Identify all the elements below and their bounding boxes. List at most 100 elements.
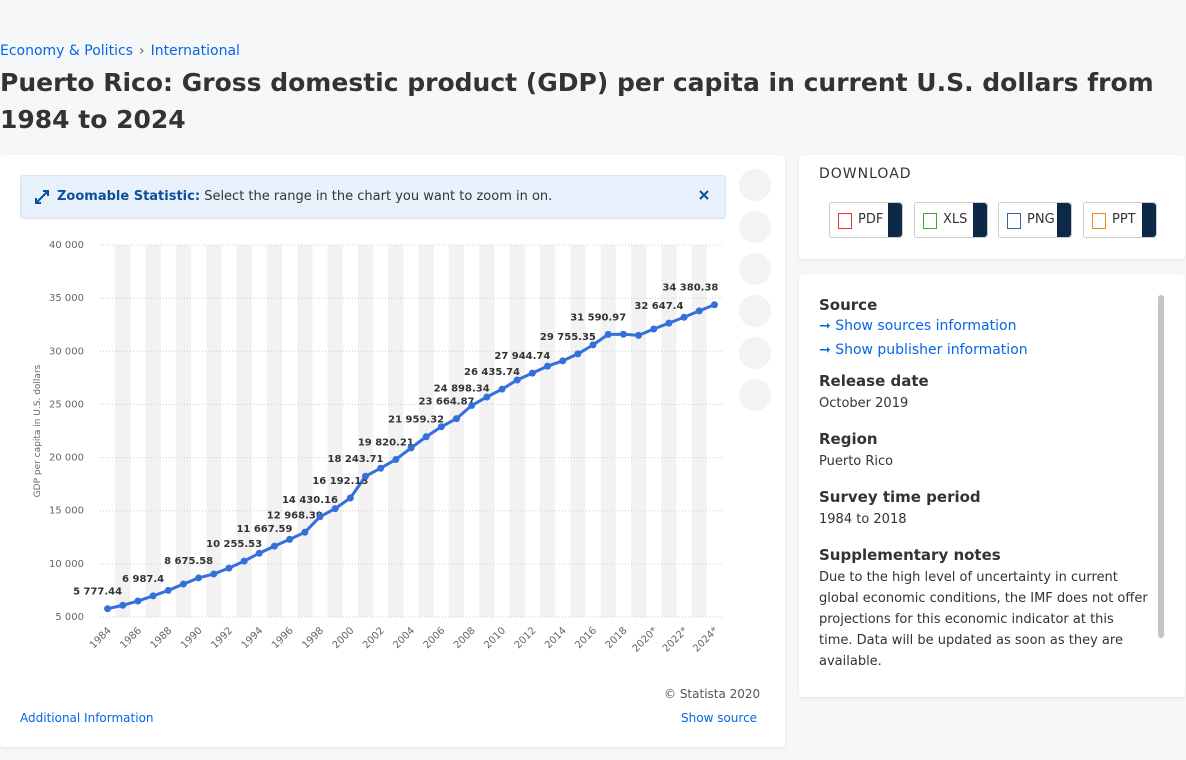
column-band [418, 245, 434, 617]
y-tick-label: 40 000 [49, 240, 84, 251]
point [604, 330, 612, 338]
details-text: Due to the high level of uncertainty in … [819, 570, 1148, 669]
column-band [448, 245, 465, 617]
point [149, 592, 157, 600]
column-band [115, 245, 131, 617]
publisher-link[interactable]: ➞ Show publisher information [819, 342, 1028, 358]
png-button[interactable]: PNG [998, 202, 1072, 238]
x-tick-label: 2002 [361, 625, 387, 651]
print-button[interactable] [739, 379, 771, 411]
column-band [570, 245, 586, 617]
column-band [266, 245, 283, 617]
share-button[interactable] [739, 295, 771, 327]
column-band [236, 245, 252, 617]
point [119, 601, 127, 609]
x-tick-label: 2022* [661, 625, 690, 654]
settings-button[interactable] [739, 253, 771, 285]
point [483, 393, 491, 401]
point [589, 341, 597, 349]
value-label: 6 987.4 [122, 574, 164, 585]
x-tick-label: 1988 [149, 625, 175, 651]
point [437, 423, 445, 431]
x-tick-label: 2004 [391, 625, 417, 651]
breadcrumb-link[interactable]: Economy & Politics [0, 43, 133, 59]
column-band [327, 245, 343, 617]
page-title: Puerto Rico: Gross domestic product (GDP… [0, 68, 1154, 134]
value-label: 5 777.44 [73, 587, 122, 598]
value-label: 8 675.58 [164, 556, 213, 567]
ppt-button[interactable]: PPT [1083, 202, 1157, 238]
point [635, 331, 643, 339]
value-label: 18 243.71 [327, 454, 383, 465]
details-text: October 2019 [819, 396, 909, 411]
point [104, 605, 112, 613]
details-heading: Region [819, 430, 878, 448]
column-band [175, 245, 192, 617]
details-text: 1984 to 2018 [819, 512, 907, 527]
details: Source ➞ Show sources information ➞ Show… [819, 296, 1149, 688]
point [559, 357, 567, 365]
pdf-button[interactable]: PDF [829, 202, 903, 238]
copyright: © Statista 2020 [664, 687, 761, 701]
x-tick-label: 2014 [543, 625, 569, 651]
button-label: PNG [1027, 212, 1055, 227]
source-link[interactable]: ➞ Show sources information [819, 318, 1017, 334]
x-tick-label: 1990 [179, 625, 205, 651]
value-label: 10 255.53 [206, 539, 262, 550]
alert-button[interactable] [739, 211, 771, 243]
point [498, 385, 506, 393]
point [665, 319, 673, 327]
point [377, 464, 385, 472]
close-button[interactable] [699, 190, 709, 200]
scrollbar[interactable] [1158, 295, 1164, 638]
y-tick-label: 20 000 [49, 453, 84, 464]
point [225, 564, 233, 572]
x-tick-label: 2018 [604, 625, 630, 651]
x-tick-label: 1994 [240, 625, 266, 651]
value-label: 12 968.39 [267, 510, 323, 521]
zoom-text: Select the range in the chart you want t… [204, 189, 553, 204]
button-label: PPT [1112, 212, 1136, 227]
point [453, 415, 461, 423]
download-heading: DOWNLOAD [819, 166, 912, 182]
additional-info-link[interactable]: Additional Information [20, 711, 154, 725]
value-label: 23 664.87 [419, 397, 475, 408]
column-band [630, 245, 647, 617]
column-band [691, 245, 707, 617]
y-tick-label: 15 000 [49, 506, 84, 517]
breadcrumb-link[interactable]: International [150, 43, 240, 59]
column-band [600, 245, 616, 617]
point [361, 472, 369, 480]
x-tick-label: 2024* [691, 625, 720, 654]
y-tick-label: 5 000 [55, 612, 84, 623]
cite-button[interactable] [739, 337, 771, 369]
y-tick-label: 35 000 [49, 293, 84, 304]
xls-button[interactable]: XLS [914, 202, 988, 238]
value-label: 24 898.34 [434, 384, 490, 395]
show-source-link[interactable]: Show source [681, 711, 757, 725]
value-label: 14 430.16 [282, 495, 338, 506]
value-label: 31 590.97 [570, 312, 626, 323]
point [695, 307, 703, 315]
point [179, 580, 187, 588]
column-band [206, 245, 222, 617]
point [210, 570, 218, 578]
value-label: 34 380.38 [662, 283, 718, 294]
favorite-button[interactable] [739, 169, 771, 201]
point [619, 330, 627, 338]
y-tick-label: 25 000 [49, 399, 84, 410]
x-tick-label: 2006 [422, 625, 448, 651]
point [528, 369, 536, 377]
x-tick-label: 2012 [513, 625, 539, 651]
y-axis-label: GDP per capita in U.S. dollars [33, 364, 43, 497]
column-band [509, 245, 525, 617]
point [574, 350, 582, 358]
value-label: 16 192.13 [312, 476, 368, 487]
point [270, 542, 278, 550]
show-source-text: Show source [681, 711, 758, 725]
point [468, 402, 476, 410]
column-band [539, 245, 556, 617]
value-label: 26 435.74 [464, 367, 520, 378]
point [195, 574, 203, 582]
x-tick-label: 2010 [482, 625, 508, 651]
